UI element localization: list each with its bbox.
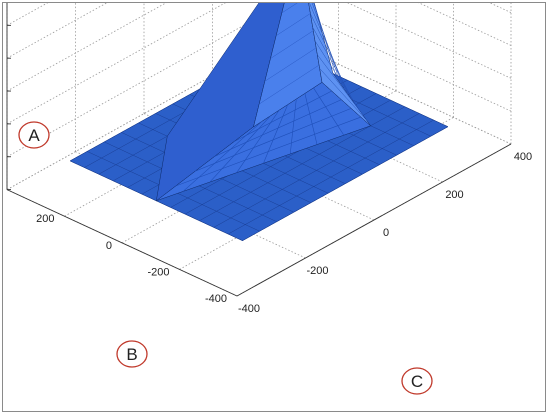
tick-label-c: 200 bbox=[445, 189, 463, 201]
tick-label-c: -400 bbox=[238, 303, 260, 315]
axis-letter-labels: A B C bbox=[18, 121, 433, 395]
surface-mesh-line bbox=[259, 64, 320, 105]
grid-side-horizontal bbox=[418, 3, 512, 46]
surface-mesh-line bbox=[310, 13, 353, 100]
axis-line-c bbox=[236, 143, 512, 297]
surface-mesh-line bbox=[209, 115, 271, 183]
surface-mesh-line bbox=[233, 90, 332, 142]
surface-mesh-line bbox=[304, 93, 318, 145]
surface-mesh-line bbox=[275, 13, 311, 36]
tick-label-c: 0 bbox=[383, 227, 389, 239]
surface-mesh-line bbox=[175, 116, 362, 187]
surface-mesh-line bbox=[312, 27, 356, 105]
axis-label-b: B bbox=[126, 345, 137, 364]
tick-label-b: -200 bbox=[147, 266, 169, 278]
axis-label-b-circle bbox=[116, 340, 148, 368]
surface-mesh-line bbox=[317, 54, 364, 116]
surface-mesh-line bbox=[319, 68, 368, 121]
axis-label-a-circle bbox=[18, 121, 50, 149]
tick-labels: 350400450500550600650700-400-2000200400-… bbox=[36, 151, 532, 315]
axis-label-c: C bbox=[411, 372, 423, 391]
chart-frame: 350400450500550600650700-400-2000200400-… bbox=[2, 2, 546, 412]
axis-label-c-circle bbox=[401, 367, 433, 395]
surface-mesh-line bbox=[264, 47, 317, 82]
tick-label-c: 400 bbox=[514, 151, 532, 163]
surface-mesh-line bbox=[214, 99, 342, 157]
tick-label-c: -200 bbox=[306, 265, 328, 277]
surface-mesh-line bbox=[195, 108, 352, 172]
grid-side-horizontal bbox=[347, 3, 512, 79]
tick-label-b: 0 bbox=[106, 240, 112, 252]
tick-label-b: 200 bbox=[36, 213, 54, 225]
surface-mesh-line bbox=[289, 98, 297, 154]
surface-mesh-line bbox=[314, 3, 338, 79]
surface-mesh-line bbox=[263, 104, 289, 164]
surface-mesh-line bbox=[270, 30, 314, 59]
surface-mesh-line bbox=[313, 87, 345, 136]
surface-mesh-line bbox=[281, 3, 298, 14]
surface-chart: 350400450500550600650700-400-2000200400-… bbox=[6, 3, 532, 395]
tick-label-b: -400 bbox=[205, 293, 227, 305]
axis-line-b bbox=[6, 189, 238, 297]
surface bbox=[69, 3, 449, 241]
surface-mesh-line bbox=[182, 121, 263, 192]
axis-label-a: A bbox=[28, 126, 40, 145]
surface-mesh-line bbox=[236, 109, 280, 173]
